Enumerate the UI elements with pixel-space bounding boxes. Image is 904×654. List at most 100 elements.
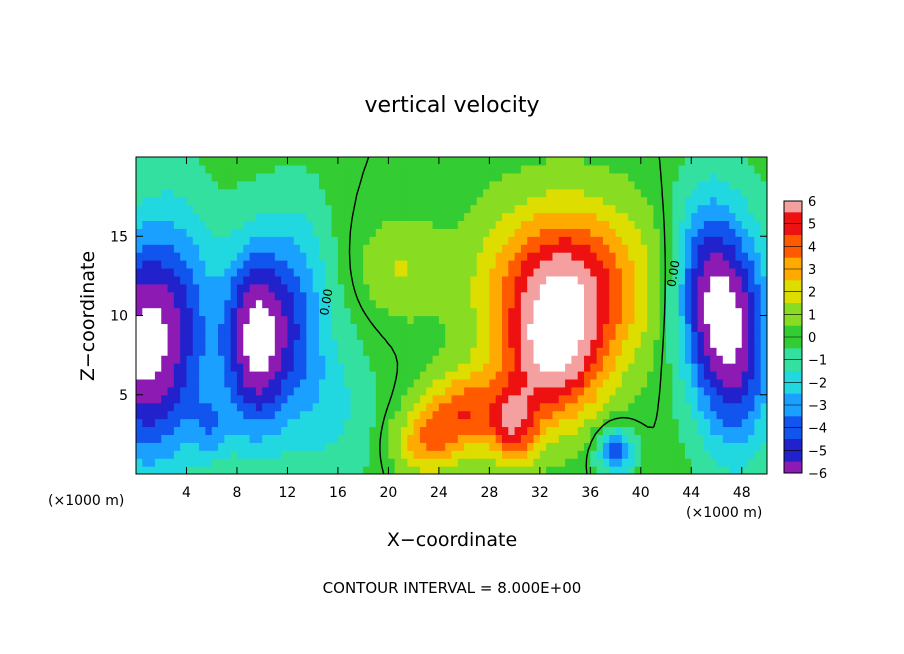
heatmap-cell: [325, 347, 333, 356]
heatmap-cell: [596, 402, 604, 412]
heatmap-cell: [344, 252, 352, 261]
heatmap-cell: [407, 363, 415, 372]
heatmap-cell: [445, 260, 453, 269]
heatmap-cell: [419, 378, 427, 388]
heatmap-cell: [142, 267, 150, 277]
heatmap-cell: [375, 363, 383, 372]
heatmap-cell: [451, 378, 459, 388]
heatmap-cell: [325, 220, 333, 229]
heatmap-cell: [754, 204, 762, 214]
heatmap-cell: [596, 236, 604, 245]
heatmap-cell: [230, 164, 238, 174]
heatmap-cell: [602, 267, 610, 277]
heatmap-cell: [243, 244, 251, 253]
heatmap-cell: [748, 458, 755, 467]
heatmap-cell: [691, 299, 699, 309]
heatmap-cell: [142, 188, 150, 198]
heatmap-cell: [186, 157, 194, 166]
heatmap-cell: [729, 180, 737, 190]
heatmap-cell: [350, 402, 358, 412]
heatmap-cell: [483, 339, 490, 348]
heatmap-cell: [621, 204, 629, 214]
heatmap-cell: [287, 370, 295, 380]
heatmap-cell: [205, 339, 213, 348]
heatmap-cell: [628, 466, 636, 474]
heatmap-cell: [224, 426, 232, 435]
heatmap-cell: [558, 228, 566, 237]
heatmap-cell: [161, 347, 169, 356]
heatmap-cell: [445, 347, 453, 356]
heatmap-cell: [710, 236, 718, 245]
heatmap-cell: [224, 252, 232, 261]
heatmap-cell: [577, 188, 585, 198]
heatmap-cell: [457, 220, 465, 229]
heatmap-cell: [262, 157, 270, 166]
heatmap-cell: [287, 228, 295, 237]
heatmap-cell: [173, 212, 181, 221]
heatmap-cell: [464, 283, 472, 293]
heatmap-cell: [236, 378, 244, 388]
heatmap-cell: [262, 347, 270, 356]
heatmap-cell: [722, 244, 730, 253]
heatmap-cell: [533, 172, 541, 182]
heatmap-cell: [609, 188, 617, 198]
heatmap-cell: [697, 426, 705, 435]
heatmap-cell: [584, 267, 591, 277]
heatmap-cell: [501, 220, 509, 229]
heatmap-cell: [621, 172, 629, 182]
heatmap-cell: [760, 426, 767, 435]
heatmap-cell: [527, 347, 535, 356]
heatmap-cell: [584, 228, 591, 237]
heatmap-cell: [287, 244, 295, 253]
heatmap-cell: [268, 370, 276, 380]
heatmap-cell: [161, 355, 169, 364]
heatmap-cell: [136, 252, 143, 261]
heatmap-cell: [596, 347, 604, 356]
heatmap-cell: [457, 252, 465, 261]
heatmap-cell: [508, 236, 516, 245]
heatmap-cell: [634, 434, 642, 443]
heatmap-cell: [470, 172, 478, 182]
heatmap-cell: [249, 315, 257, 325]
heatmap-cell: [199, 402, 207, 412]
heatmap-cell: [451, 418, 459, 428]
heatmap-cell: [180, 331, 188, 340]
heatmap-cell: [325, 315, 333, 325]
heatmap-cell: [331, 386, 339, 396]
heatmap-cell: [281, 347, 289, 356]
heatmap-cell: [464, 299, 472, 309]
heatmap-cell: [287, 283, 295, 293]
heatmap-cell: [224, 410, 232, 420]
heatmap-cell: [710, 204, 718, 214]
heatmap-cell: [438, 283, 446, 293]
heatmap-cell: [760, 339, 767, 348]
heatmap-cell: [615, 434, 623, 443]
heatmap-cell: [154, 410, 162, 420]
heatmap-cell: [678, 188, 686, 198]
heatmap-cell: [350, 236, 358, 245]
heatmap-cell: [401, 252, 408, 261]
heatmap-cell: [281, 402, 289, 412]
heatmap-cell: [192, 418, 200, 428]
heatmap-cell: [546, 188, 554, 198]
heatmap-cell: [691, 307, 699, 317]
heatmap-cell: [464, 450, 472, 459]
heatmap-cell: [186, 260, 194, 269]
heatmap-cell: [666, 196, 673, 206]
heatmap-cell: [344, 363, 352, 372]
heatmap-cell: [520, 426, 528, 435]
heatmap-cell: [697, 370, 705, 380]
heatmap-cell: [180, 196, 188, 206]
heatmap-cell: [602, 228, 610, 237]
heatmap-cell: [653, 442, 661, 451]
heatmap-cell: [577, 370, 585, 380]
heatmap-cell: [628, 212, 636, 221]
heatmap-cell: [243, 275, 251, 285]
heatmap-cell: [451, 252, 459, 261]
heatmap-cell: [628, 291, 636, 301]
heatmap-cell: [419, 323, 427, 332]
heatmap-cell: [565, 164, 572, 174]
heatmap-cell: [514, 164, 522, 174]
heatmap-cell: [413, 315, 421, 325]
heatmap-cell: [596, 355, 604, 364]
